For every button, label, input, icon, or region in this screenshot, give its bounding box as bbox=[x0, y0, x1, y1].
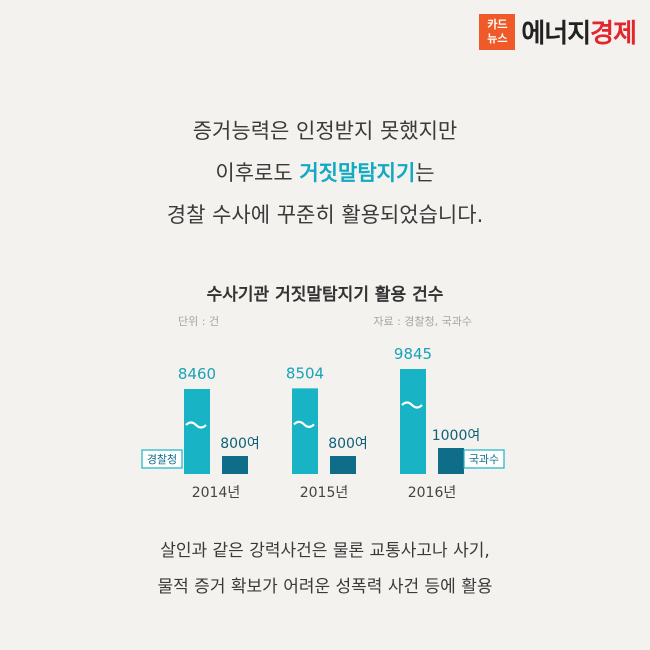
bar-국과수-1 bbox=[330, 456, 356, 474]
badge-line-1: 카드 bbox=[487, 17, 508, 31]
bar-경찰청-2 bbox=[400, 369, 426, 474]
headline: 증거능력은 인정받지 못했지만 이후로도 거짓말탐지기는 경찰 수사에 꾸준히 … bbox=[0, 110, 650, 236]
x-tick-label-1: 2015년 bbox=[300, 485, 349, 501]
badge-line-2: 뉴스 bbox=[487, 31, 508, 45]
axis-break-icon bbox=[401, 401, 423, 409]
headline-line-2-start: 이후로도 bbox=[215, 161, 300, 185]
value-label-경찰청-0: 8460 bbox=[178, 365, 216, 383]
footer-caption: 살인과 같은 강력사건은 물론 교통사고나 사기, 물적 증거 확보가 어려운 … bbox=[0, 533, 650, 605]
value-label-국과수-2: 1000여 bbox=[432, 428, 481, 444]
series-label-0: 경찰청 bbox=[147, 453, 177, 466]
series-label-1: 국과수 bbox=[469, 453, 499, 466]
brand-logo: 카드 뉴스 에너지경제 bbox=[479, 13, 637, 50]
axis-break-icon bbox=[293, 420, 315, 428]
bar-경찰청-1 bbox=[292, 388, 318, 474]
value-label-경찰청-2: 9845 bbox=[394, 345, 432, 363]
headline-line-3: 경찰 수사에 꾸준히 활용되었습니다. bbox=[166, 203, 484, 227]
bar-국과수-2 bbox=[438, 448, 464, 474]
headline-highlight: 거짓말탐지기 bbox=[299, 161, 416, 185]
series-label-box-1 bbox=[463, 449, 505, 469]
footer-line-1: 살인과 같은 강력사건은 물론 교통사고나 사기, bbox=[160, 541, 490, 561]
brand-name-part-1: 에너지 bbox=[521, 19, 591, 49]
series-label-box-0 bbox=[141, 449, 183, 469]
footer-line-2: 물적 증거 확보가 어려운 성폭력 사건 등에 활용 bbox=[157, 577, 493, 597]
x-tick-label-2: 2016년 bbox=[408, 485, 457, 501]
brand-name-part-2: 경제 bbox=[590, 19, 637, 49]
brand-name: 에너지경제 bbox=[521, 13, 637, 50]
value-label-경찰청-1: 8504 bbox=[286, 364, 324, 382]
value-label-국과수-1: 800여 bbox=[328, 436, 368, 452]
unit-label: 단위 : 건 bbox=[178, 315, 219, 328]
headline-line-2-end: 는 bbox=[415, 161, 435, 185]
card-news-badge: 카드 뉴스 bbox=[479, 13, 516, 50]
headline-line-1: 증거능력은 인정받지 못했지만 bbox=[192, 119, 458, 143]
value-label-국과수-0: 800여 bbox=[220, 436, 260, 452]
x-tick-label-0: 2014년 bbox=[192, 485, 241, 501]
headline-line-2: 이후로도 거짓말탐지기는 bbox=[0, 152, 650, 194]
axis-break-icon bbox=[185, 421, 207, 429]
chart-title: 수사기관 거짓말탐지기 활용 건수 bbox=[207, 284, 444, 305]
bar-국과수-0 bbox=[222, 456, 248, 474]
bar-경찰청-0 bbox=[184, 389, 210, 474]
source-label: 자료 : 경찰청, 국과수 bbox=[373, 315, 472, 328]
